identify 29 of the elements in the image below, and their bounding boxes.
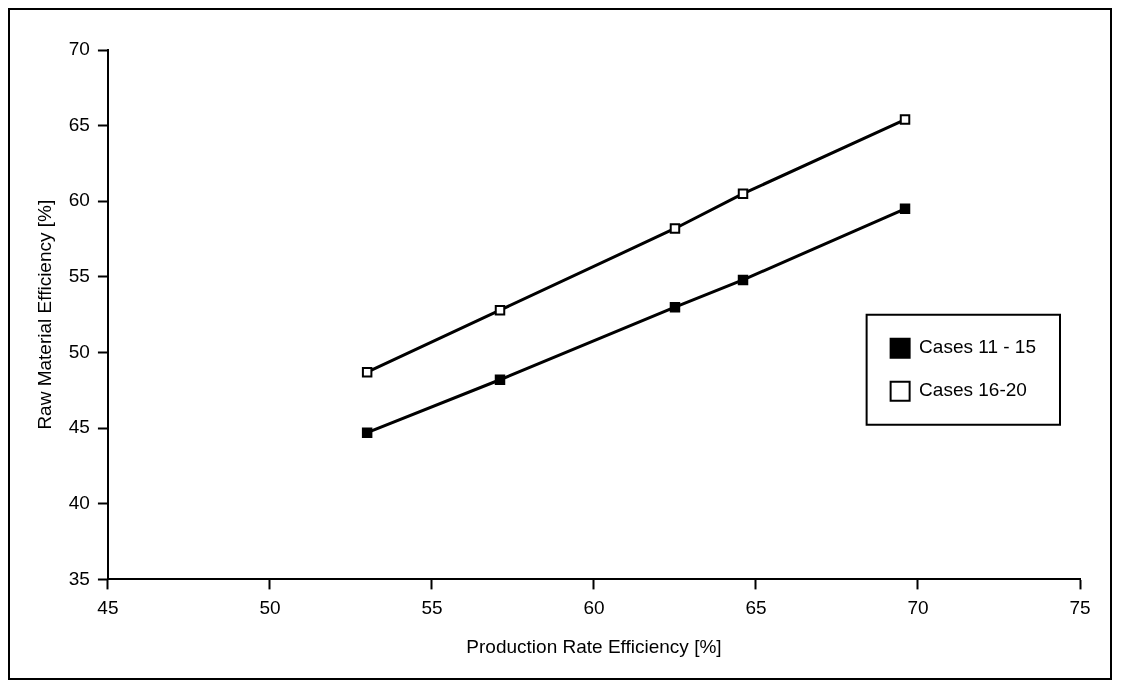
x-axis-title: Production Rate Efficiency [%] [466, 635, 722, 657]
x-tick-label: 65 [745, 597, 767, 619]
x-tick-label: 45 [97, 597, 119, 619]
point [737, 188, 749, 199]
legend-label: Cases 16-20 [919, 379, 1027, 401]
x-tick-label: 55 [421, 597, 443, 619]
x-tick-label: 50 [259, 597, 281, 619]
y-axis-title: Raw Material Efficiency [%] [33, 199, 55, 430]
y-tick-label: 35 [68, 567, 90, 589]
x-tick-label: 60 [583, 597, 605, 619]
x-tick-label: 75 [1069, 597, 1091, 619]
y-tick-label: 60 [68, 189, 90, 211]
point [737, 274, 749, 286]
point [494, 304, 506, 316]
point [669, 301, 681, 313]
y-tick-label: 50 [68, 340, 90, 362]
y-tick-label: 65 [68, 113, 90, 135]
point [494, 374, 506, 385]
point [361, 427, 373, 438]
x-tick-label: 70 [907, 597, 929, 619]
point [669, 223, 681, 234]
legend-label: Cases 11 - 15 [919, 336, 1037, 358]
point [361, 366, 373, 378]
y-tick-label: 45 [68, 416, 90, 438]
y-tick-label: 55 [68, 265, 90, 287]
point [899, 114, 911, 125]
y-tick-label: 40 [68, 492, 90, 514]
y-tick-label: 70 [68, 38, 90, 60]
point [899, 203, 911, 215]
